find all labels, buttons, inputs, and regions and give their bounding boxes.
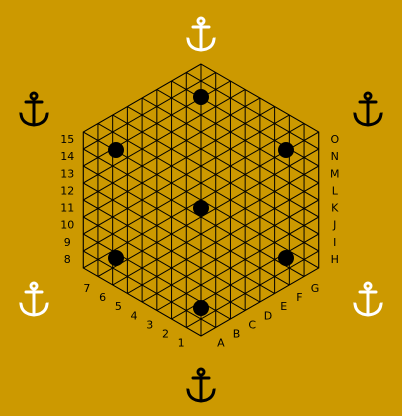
coord-label-right: O [330,133,339,146]
coord-label-left: 13 [60,167,74,180]
coord-label-bottom-right: D [264,309,272,322]
coord-label-right: I [333,236,336,249]
coord-label-right: M [330,167,340,180]
stone-upper-left [108,142,124,158]
grid-line [83,64,319,336]
anchor-icon [186,16,216,52]
coord-label-right: H [331,253,339,266]
coord-label-bottom-right: F [296,291,302,304]
coord-label-bottom-left: 1 [178,336,185,349]
coord-label-right: K [331,202,339,215]
coord-label-bottom-left: 5 [115,300,122,313]
anchor-icon [353,91,383,127]
coord-label-left: 9 [64,236,71,249]
coord-label-bottom-left: 3 [146,318,153,331]
grid-line [83,87,319,336]
board-outline [82,63,320,337]
grid-line [83,64,319,336]
grid-line [83,64,319,336]
coord-label-bottom-left: 6 [99,291,106,304]
grid-line [83,64,319,336]
coord-label-left: 10 [60,219,74,232]
stone-top-center [193,89,209,105]
corner-anchors [19,16,383,403]
coord-label-left: 15 [60,133,74,146]
anchor-icon [186,367,216,403]
coord-label-right: L [332,184,339,197]
anchor-icon [353,281,383,317]
grid-line [83,64,319,336]
anchor-icon [19,281,49,317]
coord-label-right: J [332,219,336,232]
coord-label-right: N [331,150,339,163]
coord-label-left: 11 [60,202,74,215]
board-stones [108,89,294,316]
stone-center [193,200,209,216]
coord-label-bottom-left: 2 [162,327,169,340]
coord-label-left: 14 [60,150,74,163]
coord-label-bottom-right: C [248,318,256,331]
coord-label-bottom-right: G [311,282,320,295]
coord-label-left: 12 [60,184,74,197]
coord-label-bottom-right: B [233,327,241,340]
anchor-icon [19,91,49,127]
coord-label-left: 8 [64,253,71,266]
coord-label-bottom-left: 4 [131,309,138,322]
stone-lower-right [278,250,294,266]
grid-line [83,64,319,336]
coord-label-bottom-left: 7 [83,282,90,295]
grid-line [83,64,319,336]
grid-line [83,64,319,336]
coord-label-bottom-right: A [217,336,225,349]
stone-upper-right [278,142,294,158]
coord-label-bottom-right: E [280,300,287,313]
stone-bottom-center [193,300,209,316]
grid-line [83,64,319,313]
stone-lower-left [108,250,124,266]
